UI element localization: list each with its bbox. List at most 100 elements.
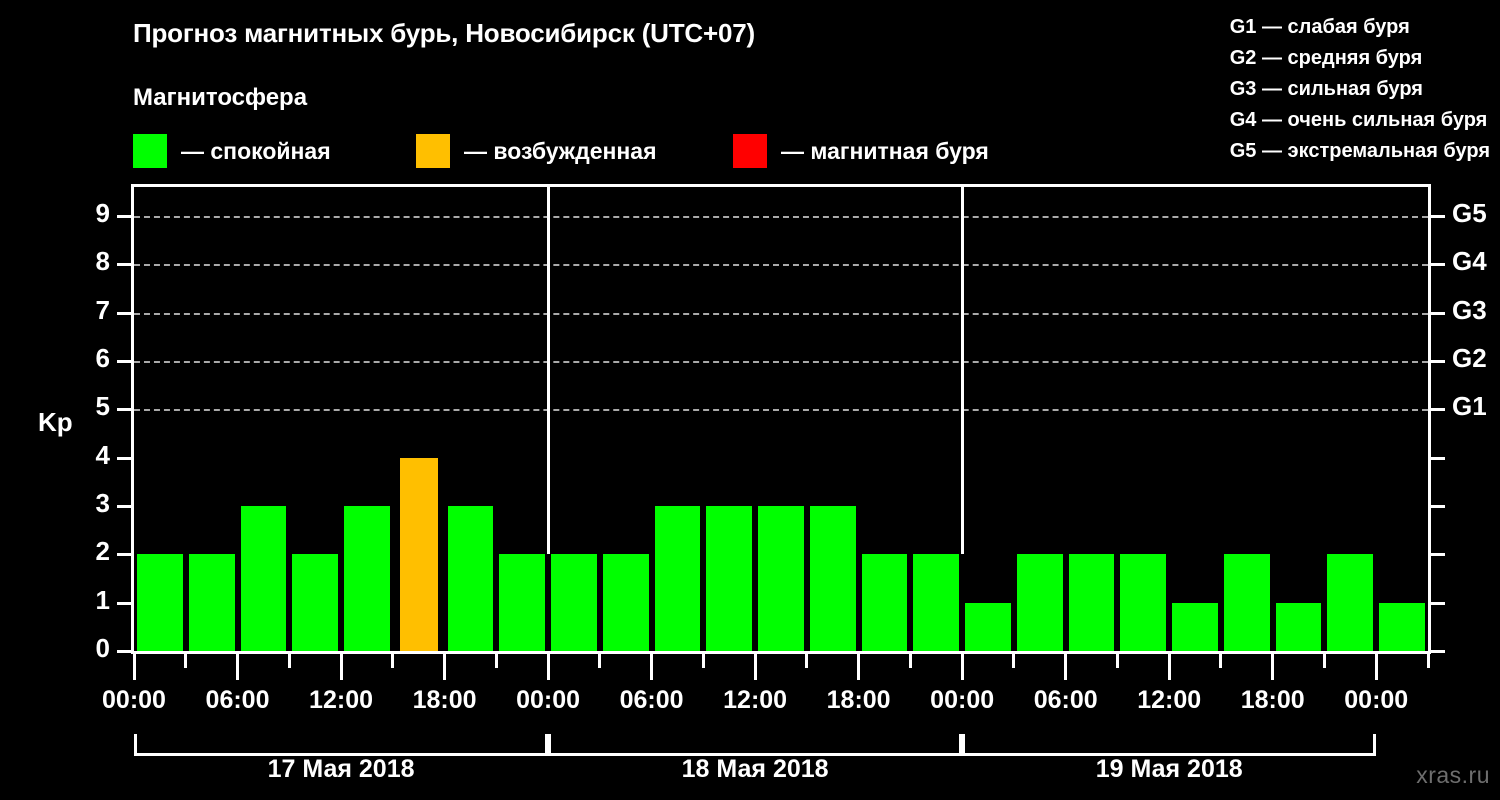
right-axis-tick-mark [1431,360,1445,363]
gscale-legend-row: G4 — очень сильная буря [1230,105,1490,136]
x-axis-minor-tick [1012,654,1016,668]
right-axis-tick-mark [1431,311,1445,315]
x-axis-major-tick [1374,654,1378,680]
date-label: 19 Мая 2018 [1095,755,1243,783]
x-axis-major-tick [753,654,757,680]
x-axis-major-tick [960,654,964,680]
date-bracket [134,734,549,756]
y-axis-tick-mark [117,650,131,653]
y-axis-title: Kp [38,407,73,437]
gscale-legend-row: G1 — слабая буря [1230,12,1490,43]
y-axis-tick-label: 7 [95,294,110,325]
kp-bar [551,554,597,651]
x-axis-major-tick [857,654,861,680]
y-axis-tick-label: 8 [95,246,110,277]
kp-bar [447,506,494,651]
kp-bar [137,554,183,651]
y-axis-tick-label: 2 [95,536,110,567]
x-axis-minor-tick [494,654,498,668]
bars-layer [134,187,1428,651]
gscale-description: — средняя буря [1256,47,1423,69]
gscale-code: G2 [1229,47,1257,69]
x-axis-major-tick [339,654,343,680]
x-axis-minor-tick [908,654,912,668]
x-axis-major-tick [650,654,654,680]
x-axis-tick-label: 12:00 [309,686,374,714]
legend-entry: — возбужденная [416,130,657,172]
gscale-legend-row: G5 — экстремальная буря [1230,136,1490,167]
legend-entry: — магнитная буря [733,130,989,172]
x-axis-major-tick [1167,654,1171,680]
x-axis-major-tick [1064,654,1068,680]
x-axis-tick-label: 00:00 [516,686,581,714]
kp-bar [861,554,908,651]
x-axis-tick-label: 12:00 [723,686,788,714]
x-axis-tick-label: 06:00 [1033,686,1098,714]
kp-bar [344,506,390,651]
kp-bar [1223,554,1270,651]
date-label: 18 Мая 2018 [681,755,829,783]
y-axis-tick-mark [117,408,131,412]
right-axis-g-label: G2 [1452,343,1487,373]
x-axis-minor-tick [287,654,291,668]
legend-color-swatch [133,134,167,168]
right-axis-tick-mark [1431,408,1445,412]
gscale-description: — экстремальная буря [1256,140,1490,162]
gscale-code: G5 [1229,140,1257,162]
kp-bar [399,457,438,651]
legend-color-swatch [733,134,767,168]
kp-bar [1327,554,1374,651]
y-axis-tick-label: 3 [95,488,110,518]
date-bracket [548,734,963,756]
gridline [134,216,1428,218]
legend-label: — возбужденная [464,137,657,164]
gridline [134,264,1428,267]
kp-bar [1068,554,1115,651]
y-axis-tick-label: 1 [95,584,110,615]
x-axis-major-tick [443,654,447,680]
legend-entry: — спокойная [133,130,331,172]
kp-bar [499,554,546,651]
page-title: Прогноз магнитных бурь, Новосибирск (UTC… [133,18,755,48]
y-axis-tick-label: 0 [95,633,110,663]
kp-bar [913,554,960,651]
plot-area [131,184,1431,654]
x-axis-minor-tick [1115,654,1119,668]
x-axis-tick-label: 18:00 [1240,686,1305,714]
x-axis-minor-tick [805,654,809,668]
x-axis-tick-label: 06:00 [205,686,270,714]
kp-bar [706,506,753,651]
kp-bar [965,602,1011,651]
y-axis-tick-label: 4 [95,439,110,470]
x-axis-minor-tick [1426,654,1430,668]
y-axis-tick-mark [117,601,131,605]
kp-bar [602,554,649,651]
y-axis-tick-mark [117,215,131,218]
gscale-code: G1 [1229,16,1257,38]
kp-bar [188,554,235,651]
y-axis-tick-mark [117,553,131,557]
x-axis-minor-tick [184,654,188,668]
kp-bar [654,506,701,651]
gscale-legend-row: G3 — сильная буря [1230,74,1490,105]
y-axis-tick-label: 5 [95,391,110,422]
x-axis-minor-tick [598,654,602,668]
right-axis-tick-mark [1431,601,1445,605]
right-axis-g-label: G4 [1452,246,1487,277]
right-axis-tick-mark [1431,215,1445,218]
x-axis-major-tick [132,654,136,680]
gscale-description: — слабая буря [1256,16,1410,38]
watermark: xras.ru [1416,762,1490,788]
x-axis-minor-tick [701,654,705,668]
gscale-code: G4 [1229,109,1257,131]
gscale-legend: G1 — слабая буря G2 — средняя буря G3 — си… [1230,12,1490,167]
gridline [134,409,1428,412]
legend-color-swatch [416,134,450,168]
gridline [134,361,1428,363]
right-axis-g-label: G1 [1452,391,1487,422]
day-separator [546,187,550,555]
right-axis-g-label: G3 [1452,294,1487,325]
x-axis-tick-label: 06:00 [619,686,684,714]
gscale-code: G3 [1229,78,1257,100]
